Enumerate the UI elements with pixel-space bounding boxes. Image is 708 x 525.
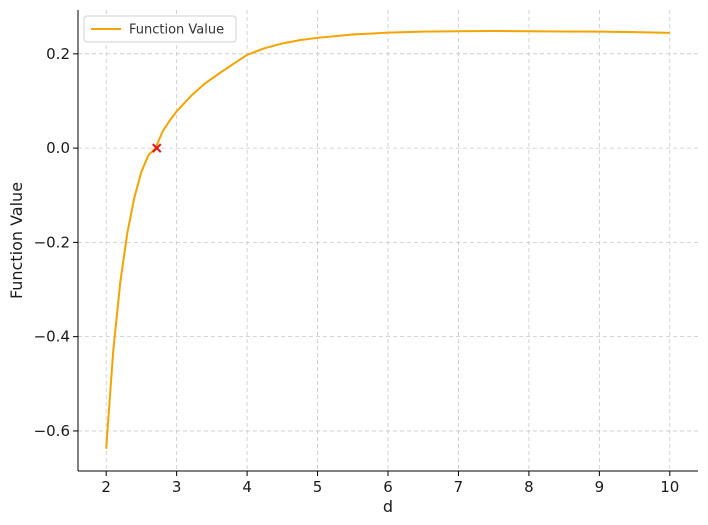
marker-stroke bbox=[152, 143, 162, 153]
x-tick-label: 4 bbox=[242, 478, 252, 496]
x-tick-label: 10 bbox=[660, 478, 679, 496]
legend-entry: Function Value bbox=[129, 23, 224, 38]
x-tick-label: 6 bbox=[383, 478, 393, 496]
series-layer bbox=[105, 29, 670, 449]
ticks: 2 3 4 5 6 7 8 9 10 −0.6 −0.4 −0.2 0.0 0.2 bbox=[34, 45, 680, 496]
root-marker bbox=[152, 143, 162, 153]
y-tick-label: 0.2 bbox=[46, 45, 70, 63]
grid bbox=[78, 10, 698, 471]
series-line bbox=[105, 29, 670, 449]
legend-box bbox=[83, 15, 237, 43]
x-tick-label: 8 bbox=[524, 478, 534, 496]
y-axis-label: Function Value bbox=[7, 182, 26, 299]
x-tick-label: 7 bbox=[454, 478, 464, 496]
x-axis-label: d bbox=[383, 497, 393, 516]
y-tick-label: 0.0 bbox=[46, 139, 70, 157]
marker-layer bbox=[152, 143, 162, 153]
axes bbox=[77, 10, 698, 472]
y-tick-label: −0.4 bbox=[34, 328, 70, 346]
x-tick-label: 9 bbox=[595, 478, 605, 496]
x-tick-label: 3 bbox=[172, 478, 182, 496]
y-tick-label: −0.2 bbox=[34, 233, 70, 251]
x-tick-label: 2 bbox=[101, 478, 111, 496]
legend: Function Value bbox=[83, 15, 237, 43]
y-tick-label: −0.6 bbox=[34, 422, 70, 440]
x-tick-label: 5 bbox=[313, 478, 323, 496]
